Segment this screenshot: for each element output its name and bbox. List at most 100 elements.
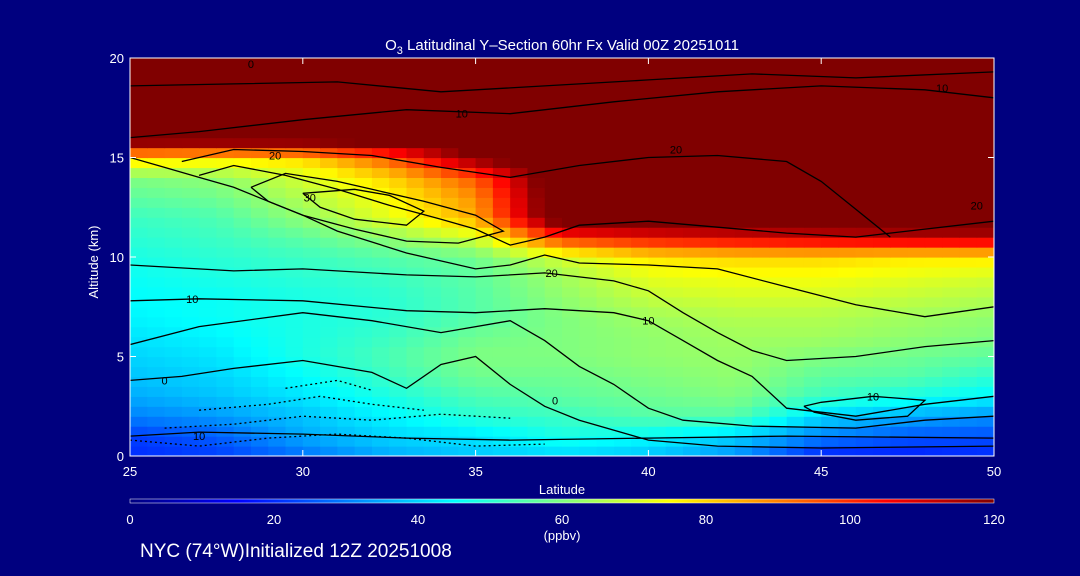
heatmap-cell <box>907 117 926 129</box>
heatmap-cell <box>354 346 373 358</box>
heatmap-cell <box>181 426 200 437</box>
heatmap-cell <box>371 67 390 79</box>
heatmap-cell <box>976 157 994 169</box>
heatmap-cell <box>147 177 166 188</box>
heatmap-cell <box>441 137 459 149</box>
heatmap-cell <box>734 406 753 417</box>
heatmap-cell <box>510 197 529 208</box>
heatmap-cell <box>648 97 667 109</box>
heatmap-cell <box>648 107 667 119</box>
heatmap-cell <box>458 376 477 387</box>
heatmap-cell <box>682 366 701 377</box>
heatmap-cell <box>406 97 425 109</box>
heatmap-cell <box>579 127 598 139</box>
x-tick-label: 25 <box>123 464 137 479</box>
heatmap-cell <box>855 366 874 377</box>
heatmap-cell <box>371 58 390 69</box>
heatmap-cell <box>233 217 252 228</box>
heatmap-cell <box>562 257 580 268</box>
heatmap-cell <box>147 276 166 288</box>
heatmap-cell <box>544 406 563 417</box>
heatmap-cell <box>475 376 494 387</box>
heatmap-cell <box>976 346 994 358</box>
heatmap-cell <box>631 157 649 169</box>
heatmap-cell <box>181 177 200 188</box>
heatmap-cell <box>596 247 615 258</box>
heatmap-cell <box>717 107 736 119</box>
heatmap-cell <box>942 117 961 129</box>
heatmap-cell <box>803 87 822 99</box>
heatmap-cell <box>371 366 390 377</box>
heatmap-cell <box>821 127 840 139</box>
heatmap-cell <box>942 257 961 268</box>
heatmap-cell <box>199 137 217 149</box>
heatmap-cell <box>337 286 356 298</box>
heatmap-cell <box>337 276 356 288</box>
heatmap-cell <box>562 316 580 328</box>
heatmap-cell <box>838 167 857 178</box>
heatmap-cell <box>631 336 649 348</box>
heatmap-cell <box>389 58 408 69</box>
heatmap-cell <box>233 127 252 139</box>
heatmap-cell <box>769 97 788 109</box>
heatmap-cell <box>562 187 580 198</box>
heatmap-cell <box>216 58 235 69</box>
heatmap-cell <box>959 87 978 99</box>
heatmap-cell <box>890 58 909 69</box>
heatmap-cell <box>734 177 753 188</box>
heatmap-cell <box>907 376 926 387</box>
heatmap-cell <box>596 177 615 188</box>
heatmap-cell <box>890 406 909 417</box>
heatmap-cell <box>441 97 459 109</box>
heatmap-cell <box>441 187 459 198</box>
heatmap-cell <box>752 217 770 228</box>
heatmap-cell <box>544 336 563 348</box>
heatmap-cell <box>302 416 321 427</box>
heatmap-cell <box>233 167 252 178</box>
heatmap-cell <box>199 376 217 387</box>
heatmap-cell <box>371 127 390 139</box>
heatmap-cell <box>942 286 961 298</box>
heatmap-cell <box>337 167 356 178</box>
heatmap-cell <box>527 87 546 99</box>
heatmap-cell <box>665 227 684 238</box>
heatmap-cell <box>682 286 701 298</box>
heatmap-cell <box>734 97 753 109</box>
heatmap-cell <box>752 306 770 318</box>
heatmap-cell <box>717 87 736 99</box>
heatmap-cell <box>855 276 874 288</box>
heatmap-cell <box>682 177 701 188</box>
contour-line <box>302 188 426 226</box>
heatmap-cell <box>838 266 857 278</box>
heatmap-cell <box>492 386 511 397</box>
heatmap-cell <box>786 217 805 228</box>
heatmap-cell <box>544 177 563 188</box>
heatmap-cell <box>786 87 805 99</box>
heatmap-cell <box>562 87 580 99</box>
heatmap-cell <box>821 316 840 328</box>
heatmap-cell <box>873 316 891 328</box>
heatmap-cell <box>423 187 442 198</box>
heatmap-cell <box>492 157 511 169</box>
heatmap-cell <box>665 137 684 149</box>
heatmap-cell <box>562 167 580 178</box>
heatmap-cell <box>199 247 217 258</box>
heatmap-cell <box>354 197 373 208</box>
heatmap-cell <box>890 396 909 407</box>
heatmap-cell <box>873 306 891 318</box>
heatmap-cell <box>734 266 753 278</box>
heatmap-cell <box>130 316 148 328</box>
heatmap-cell <box>337 426 356 437</box>
heatmap-cell <box>717 376 736 387</box>
heatmap-cell <box>613 87 632 99</box>
heatmap-cell <box>285 217 304 228</box>
heatmap-cell <box>596 366 615 377</box>
heatmap-cell <box>320 237 338 248</box>
heatmap-cell <box>268 276 287 288</box>
heatmap-cell <box>613 197 632 208</box>
heatmap-cell <box>527 127 546 139</box>
heatmap-cell <box>268 217 287 228</box>
heatmap-cell <box>285 266 304 278</box>
heatmap-cell <box>596 276 615 288</box>
heatmap-cell <box>216 316 235 328</box>
